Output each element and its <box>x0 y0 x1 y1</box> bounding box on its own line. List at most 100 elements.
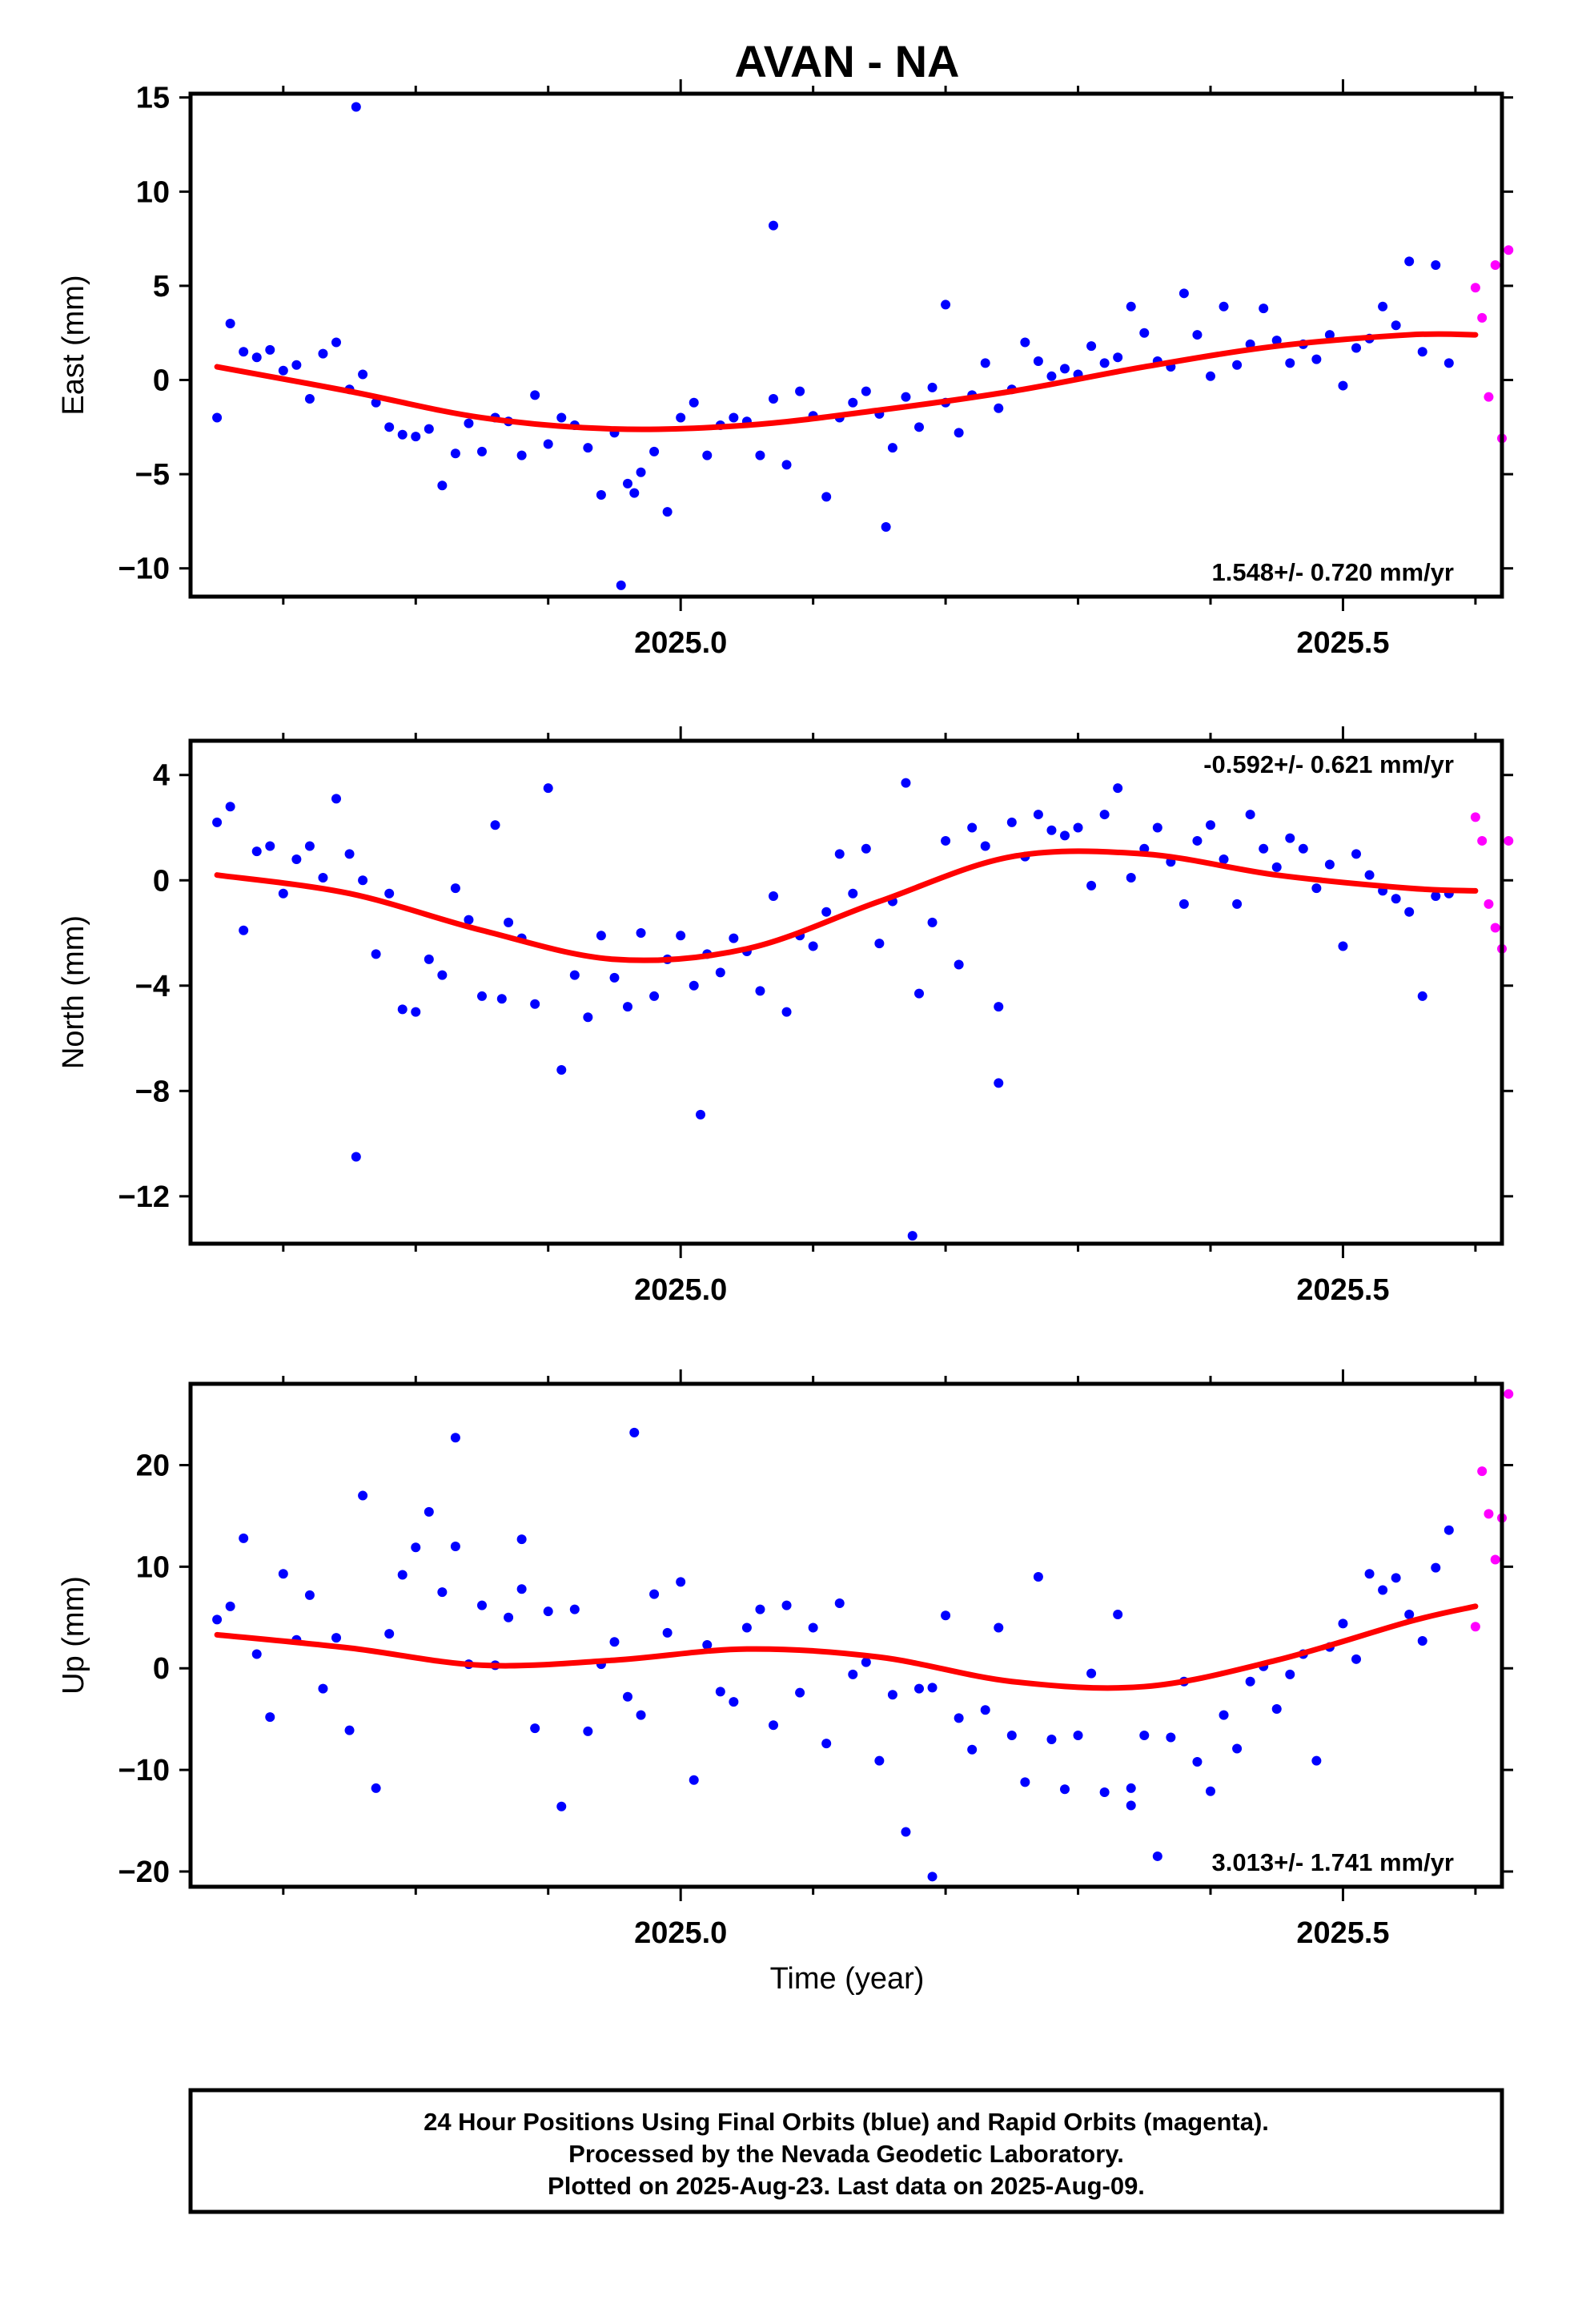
up-final-point <box>450 1433 460 1443</box>
up-final-point <box>583 1726 593 1736</box>
east-final-point <box>1060 364 1070 374</box>
up-final-point <box>424 1506 434 1517</box>
north-final-point <box>278 888 288 899</box>
up-final-point <box>371 1783 381 1793</box>
north-final-point <box>1192 835 1203 846</box>
east-final-point <box>1178 288 1189 299</box>
east-final-point <box>1311 354 1322 364</box>
north-final-point <box>874 939 885 949</box>
north-final-point <box>907 1231 917 1241</box>
up-final-point <box>1232 1743 1243 1754</box>
north-final-point <box>781 1007 792 1017</box>
north-y-tick-label: 0 <box>153 864 170 898</box>
east-final-point <box>927 382 938 392</box>
east-final-point <box>1338 380 1348 391</box>
up-final-point <box>1285 1669 1295 1679</box>
north-final-point <box>569 970 580 980</box>
up-final-point <box>715 1687 725 1697</box>
east-final-point <box>530 390 540 400</box>
north-final-point <box>556 1064 567 1075</box>
up-final-point <box>1126 1800 1136 1811</box>
north-final-point <box>914 988 924 999</box>
footer-box: 24 Hour Positions Using Final Orbits (bl… <box>188 2088 1504 2214</box>
east-final-point <box>980 358 990 368</box>
north-final-point <box>450 883 460 894</box>
north-final-point <box>689 980 699 991</box>
east-rapid-point <box>1490 260 1500 271</box>
north-final-point <box>583 1012 593 1023</box>
east-rapid-point <box>1477 312 1488 323</box>
north-final-point <box>994 1002 1004 1012</box>
up-final-point <box>662 1627 673 1638</box>
north-x-tick-label: 2025.0 <box>634 1273 727 1307</box>
east-final-point <box>358 369 368 380</box>
east-final-point <box>556 412 567 423</box>
up-final-point <box>265 1712 275 1723</box>
north-y-tick-label: 4 <box>153 759 170 793</box>
east-rapid-point <box>1484 392 1494 402</box>
up-final-point <box>755 1604 765 1614</box>
north-final-point <box>1006 817 1017 827</box>
north-plot-frame <box>188 738 1504 1246</box>
up-final-point <box>239 1533 249 1543</box>
up-final-point <box>994 1622 1004 1633</box>
up-final-point <box>834 1598 845 1609</box>
north-final-point <box>1338 941 1348 951</box>
north-final-point <box>265 841 275 851</box>
up-final-point <box>1060 1784 1070 1795</box>
up-final-point <box>636 1710 646 1720</box>
up-final-point <box>967 1744 978 1755</box>
up-final-point <box>1099 1787 1110 1798</box>
up-x-tick-label: 2025.0 <box>634 1916 727 1950</box>
up-final-point <box>318 1683 328 1694</box>
north-final-point <box>696 1109 705 1120</box>
east-final-point <box>331 337 341 348</box>
north-final-point <box>1126 872 1136 883</box>
up-final-point <box>1351 1654 1361 1664</box>
east-final-point <box>781 460 792 470</box>
east-final-point <box>1431 260 1441 271</box>
up-final-point <box>556 1801 567 1811</box>
up-final-point <box>848 1669 858 1679</box>
north-final-point <box>1219 854 1229 864</box>
north-final-point <box>1178 899 1189 909</box>
east-final-point <box>516 450 527 460</box>
up-final-point <box>623 1691 632 1702</box>
north-final-point <box>609 972 620 983</box>
east-final-point <box>371 397 381 408</box>
north-panel: 4 0 −4 −8 −12 2025.0 2025.5 -0.592+/- 0.621 mm/… <box>57 726 1514 1307</box>
east-final-point <box>1417 347 1427 357</box>
east-final-point <box>954 428 964 438</box>
north-final-point <box>954 959 964 970</box>
east-plot-frame <box>188 91 1504 599</box>
x-axis-label: Time (year) <box>770 1962 925 1996</box>
north-final-point <box>496 994 507 1004</box>
footer-line-1: 24 Hour Positions Using Final Orbits (bl… <box>424 2108 1269 2136</box>
north-final-point <box>504 917 514 927</box>
north-final-point <box>1073 822 1083 833</box>
north-final-point <box>1391 894 1401 904</box>
up-final-point <box>450 1541 460 1551</box>
north-y-tick-label: −12 <box>118 1180 170 1214</box>
up-final-point <box>1219 1710 1229 1720</box>
east-final-point <box>616 580 626 590</box>
north-final-point <box>1324 859 1335 870</box>
up-final-point <box>1020 1777 1030 1787</box>
east-final-point <box>1259 304 1269 314</box>
up-final-point <box>729 1697 739 1707</box>
up-final-point <box>927 1872 938 1882</box>
north-rapid-point <box>1484 899 1494 909</box>
up-final-point <box>1192 1756 1203 1767</box>
north-final-point <box>848 888 858 899</box>
north-rapid-point <box>1477 835 1488 846</box>
north-final-point <box>1259 843 1269 854</box>
up-final-point <box>1443 1525 1454 1535</box>
north-final-point <box>1060 830 1070 841</box>
up-final-point <box>874 1755 885 1766</box>
up-rapid-point <box>1490 1554 1500 1565</box>
north-final-point <box>397 1004 408 1015</box>
north-rapid-point <box>1470 812 1480 822</box>
north-final-point <box>358 875 368 886</box>
east-final-point <box>729 412 739 423</box>
north-final-point <box>318 872 328 883</box>
